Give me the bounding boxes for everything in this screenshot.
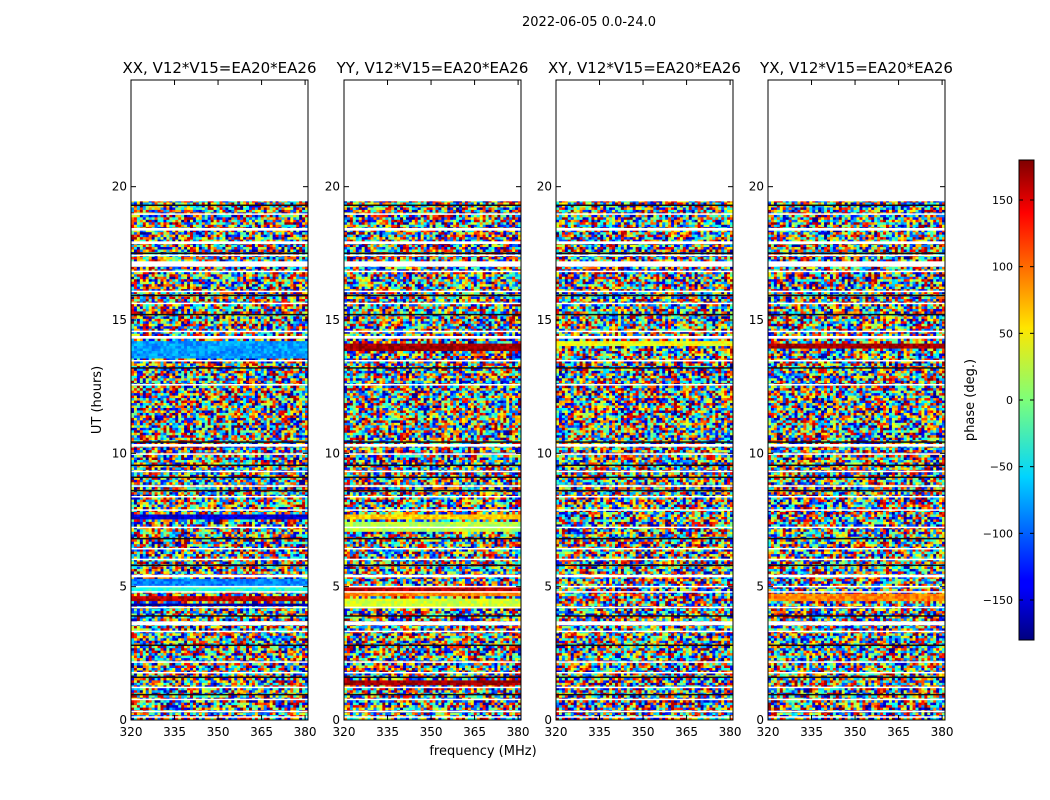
phase-raster [768, 200, 946, 721]
colorbar-tick-label: 50 [999, 327, 1013, 340]
flagged-gaps [344, 198, 521, 718]
colorbar: −150 −100 −50 0 50 100 150 phase (deg.) [963, 159, 1035, 641]
colorbar-tick-label: 100 [992, 261, 1013, 274]
x-tick-label: 380 [507, 725, 530, 739]
y-tick-label: 0 [119, 713, 127, 727]
panel-title: YX, V12*V15=EA20*EA26 [759, 59, 953, 77]
x-tick-label: 380 [719, 725, 742, 739]
axes-frame [343, 79, 522, 721]
dark-gaps [768, 204, 945, 696]
y-tick-label: 20 [749, 180, 764, 194]
y-tick-label: 5 [756, 580, 764, 594]
x-tick-label: 320 [545, 725, 568, 739]
x-tick-label: 380 [294, 725, 317, 739]
dark-gaps [344, 204, 521, 696]
x-tick-label: 335 [376, 725, 399, 739]
phase-raster [131, 200, 309, 721]
y-axis-label: UT (hours) [90, 366, 105, 434]
flagged-gaps [768, 198, 945, 718]
panel-title: YY, V12*V15=EA20*EA26 [336, 59, 529, 77]
axes-frame [555, 79, 734, 721]
x-tick-label: 335 [163, 725, 186, 739]
x-tick-label: 320 [120, 725, 143, 739]
colorbar-tick-label: −50 [990, 461, 1013, 474]
x-axis-label: frequency (MHz) [429, 744, 536, 759]
panel-3: XY, V12*V15=EA20*EA26 320 335 350 365 380 0 5 10… [537, 59, 742, 739]
panel-4: YX, V12*V15=EA20*EA26 320 335 350 365 380 0 5 10… [749, 59, 954, 739]
dark-gaps [556, 204, 733, 696]
colorbar-tick-label: −100 [983, 527, 1013, 540]
x-tick-label: 365 [463, 725, 486, 739]
y-tick-label: 15 [537, 313, 552, 327]
x-tick-label: 350 [632, 725, 655, 739]
axes-frame [130, 79, 309, 721]
y-tick-label: 10 [112, 446, 127, 460]
x-tick-label: 380 [931, 725, 954, 739]
x-tick-label: 335 [588, 725, 611, 739]
colorbar-label: phase (deg.) [963, 359, 978, 441]
y-tick-label: 15 [749, 313, 764, 327]
dark-gaps [131, 204, 308, 696]
panel-title: XY, V12*V15=EA20*EA26 [548, 59, 741, 77]
colorbar-tick-label: 150 [992, 194, 1013, 207]
y-tick-label: 0 [756, 713, 764, 727]
x-tick-label: 365 [675, 725, 698, 739]
flagged-gaps [131, 198, 308, 718]
y-tick-label: 5 [119, 580, 127, 594]
panel-title: XX, V12*V15=EA20*EA26 [122, 59, 316, 77]
x-tick-label: 350 [844, 725, 867, 739]
phase-raster [344, 200, 522, 721]
x-tick-label: 350 [207, 725, 230, 739]
y-tick-label: 15 [325, 313, 340, 327]
y-tick-label: 5 [332, 580, 340, 594]
y-tick-label: 5 [544, 580, 552, 594]
panel-1: XX, V12*V15=EA20*EA26 320 335 350 365 380 0 5 10… [112, 59, 317, 739]
panels: XX, V12*V15=EA20*EA26 320 335 350 365 380 0 5 10… [112, 59, 954, 739]
colorbar-tick-label: 0 [1006, 394, 1013, 407]
x-tick-label: 320 [333, 725, 356, 739]
x-tick-label: 365 [250, 725, 273, 739]
y-tick-label: 10 [749, 446, 764, 460]
figure-suptitle: 2022-06-05 0.0-24.0 [522, 15, 656, 30]
x-tick-label: 320 [757, 725, 780, 739]
y-tick-label: 0 [544, 713, 552, 727]
y-tick-label: 10 [537, 446, 552, 460]
y-tick-label: 20 [537, 180, 552, 194]
y-tick-label: 15 [112, 313, 127, 327]
flagged-gaps [556, 198, 733, 718]
phase-raster [556, 200, 734, 721]
y-tick-label: 10 [325, 446, 340, 460]
panel-2: YY, V12*V15=EA20*EA26 320 335 350 365 380 0 5 10… [325, 59, 530, 739]
x-tick-label: 350 [420, 725, 443, 739]
y-tick-label: 20 [325, 180, 340, 194]
axes-frame [767, 79, 946, 721]
y-tick-label: 20 [112, 180, 127, 194]
x-tick-label: 365 [887, 725, 910, 739]
colorbar-tick-label: −150 [983, 594, 1013, 607]
x-tick-label: 335 [800, 725, 823, 739]
y-tick-label: 0 [332, 713, 340, 727]
